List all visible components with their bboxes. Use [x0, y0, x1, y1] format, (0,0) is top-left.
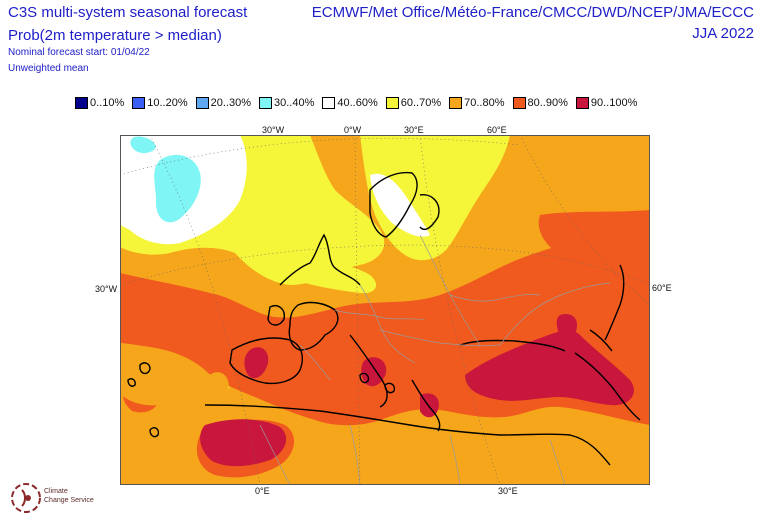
legend-label: 70..80%	[464, 97, 505, 109]
grid-label-top: 60°E	[487, 125, 507, 135]
legend-label: 40..60%	[337, 97, 378, 109]
grid-label-bottom: 30°E	[498, 486, 518, 496]
prob-60-70-area	[360, 135, 510, 261]
legend-item: 70..80%	[449, 97, 505, 109]
country-borders	[259, 234, 611, 485]
systems-list: ECMWF/Met Office/Météo-France/CMCC/DWD/N…	[311, 4, 754, 21]
forecast-map	[120, 135, 650, 485]
legend-swatch	[195, 97, 209, 109]
legend-label: 30..40%	[274, 97, 315, 109]
grid-label-right: 60°E	[652, 283, 672, 293]
legend-label: 80..90%	[527, 97, 568, 109]
legend-swatch	[75, 97, 88, 109]
legend-swatch	[132, 97, 146, 109]
legend-swatch	[575, 97, 589, 109]
grid-label-bottom: 0°E	[255, 486, 270, 496]
logo-line-2: Change Service	[44, 497, 94, 504]
chart-title: C3S multi-system seasonal forecast	[8, 4, 248, 21]
prob-30-40-area	[154, 154, 201, 223]
legend-swatch	[322, 97, 336, 109]
forecast-start: Nominal forecast start: 01/04/22	[8, 47, 150, 58]
mean-type: Unweighted mean	[8, 63, 89, 74]
legend-label: 0..10%	[90, 97, 125, 109]
legend-label: 10..20%	[147, 97, 188, 109]
prob-90-100-area	[200, 419, 287, 467]
prob-90-100-area	[244, 347, 269, 379]
logo-emblem-icon	[11, 483, 41, 513]
graticule	[120, 135, 650, 485]
grid-label-top: 0°W	[344, 125, 362, 135]
coastlines	[127, 171, 641, 466]
grid-label-top: 30°E	[404, 125, 424, 135]
legend-item: 90..100%	[575, 97, 638, 109]
legend-item: 60..70%	[385, 97, 442, 109]
legend-item: 10..20%	[132, 97, 188, 109]
prob-70-80-area	[210, 372, 229, 397]
legend-item: 0..10%	[75, 97, 124, 109]
legend-swatch	[512, 97, 526, 109]
legend-label: 90..100%	[590, 97, 638, 109]
chart-subtitle: Prob(2m temperature > median)	[8, 27, 222, 44]
legend-label: 20..30%	[210, 97, 251, 109]
prob-90-100-area	[361, 357, 387, 387]
legend-swatch	[259, 97, 272, 109]
prob-80-90-area	[538, 210, 650, 275]
legend-swatch	[449, 97, 463, 109]
grid-label-left: 30°W	[95, 284, 118, 294]
prob-30-40-area	[130, 136, 156, 154]
prob-40-60-area	[370, 173, 430, 237]
copernicus-logo: Climate Change Service	[6, 478, 116, 518]
legend: 0..10% 10..20% 20..30% 30..40% 40..60% 6…	[75, 95, 645, 111]
logo-line-1: Climate	[44, 488, 68, 495]
grid-label-top: 30°W	[262, 125, 285, 135]
legend-item: 40..60%	[322, 97, 378, 109]
legend-item: 30..40%	[259, 97, 314, 109]
season-label: JJA 2022	[692, 25, 754, 42]
legend-item: 80..90%	[512, 97, 568, 109]
prob-90-100-area	[556, 313, 578, 339]
prob-90-100-area	[465, 330, 634, 406]
legend-swatch	[385, 97, 399, 109]
prob-70-80-area	[120, 347, 184, 406]
prob-60-70-area	[300, 262, 377, 294]
legend-label: 60..70%	[400, 97, 442, 109]
legend-item: 20..30%	[195, 97, 251, 109]
